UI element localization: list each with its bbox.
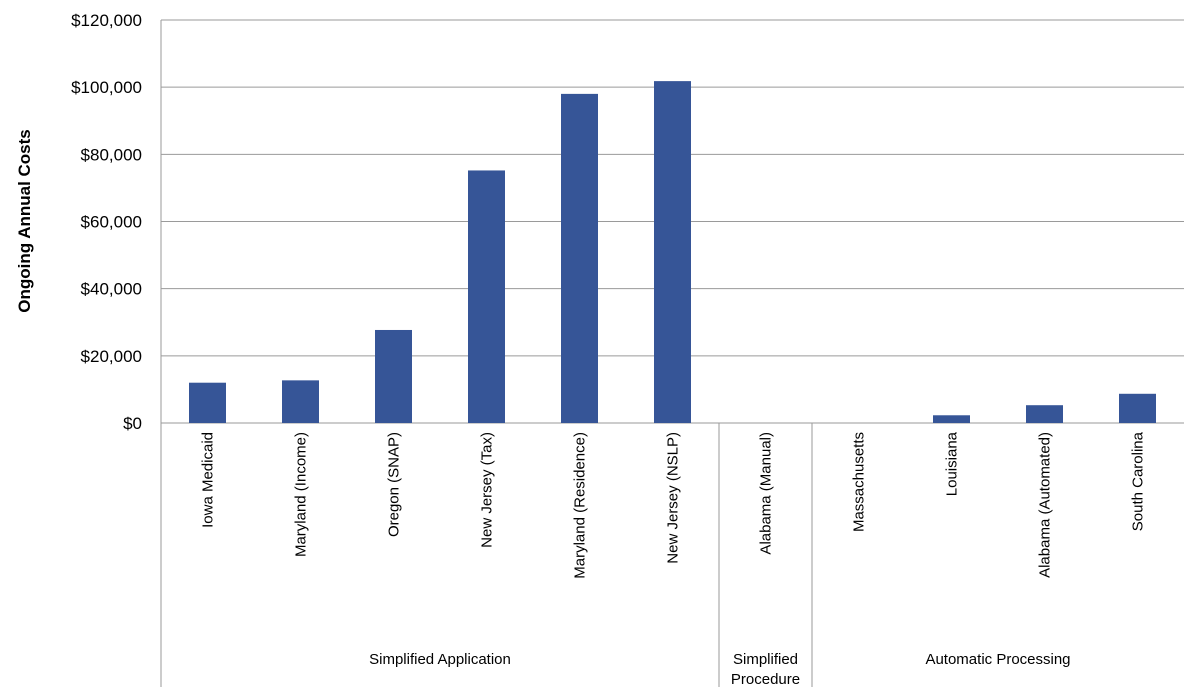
bar [468, 170, 505, 423]
bar [654, 81, 691, 423]
x-tick-label: Oregon (SNAP) [386, 432, 403, 537]
x-tick-label: Massachusetts [851, 432, 868, 532]
y-tick-label: $60,000 [81, 213, 142, 232]
x-tick-label: New Jersey (Tax) [479, 432, 496, 548]
y-tick-label: $0 [123, 414, 142, 433]
bar [561, 93, 598, 423]
y-axis-title: Ongoing Annual Costs [15, 129, 34, 313]
x-tick-label: Louisiana [944, 431, 961, 496]
bar [1026, 405, 1063, 423]
x-tick-label: New Jersey (NSLP) [665, 432, 682, 564]
bar [189, 382, 226, 423]
y-tick-label: $20,000 [81, 347, 142, 366]
x-tick-label: Iowa Medicaid [200, 432, 217, 528]
y-tick-label: $100,000 [71, 78, 142, 97]
x-tick-label: Maryland (Residence) [572, 432, 589, 579]
group-label: Simplified [733, 651, 798, 668]
y-tick-label: $120,000 [71, 11, 142, 30]
x-tick-label: Alabama (Automated) [1037, 432, 1054, 578]
group-label: Simplified Application [369, 651, 511, 668]
x-tick-label: Maryland (Income) [293, 432, 310, 557]
bar [375, 329, 412, 423]
bar [1119, 393, 1156, 423]
x-tick-label: South Carolina [1130, 431, 1147, 531]
group-label: Procedure [731, 671, 800, 687]
bar [933, 415, 970, 423]
x-tick-label: Alabama (Manual) [758, 432, 775, 555]
y-tick-label: $40,000 [81, 280, 142, 299]
bar [282, 380, 319, 423]
y-tick-label: $80,000 [81, 145, 142, 164]
group-label: Automatic Processing [925, 651, 1070, 668]
